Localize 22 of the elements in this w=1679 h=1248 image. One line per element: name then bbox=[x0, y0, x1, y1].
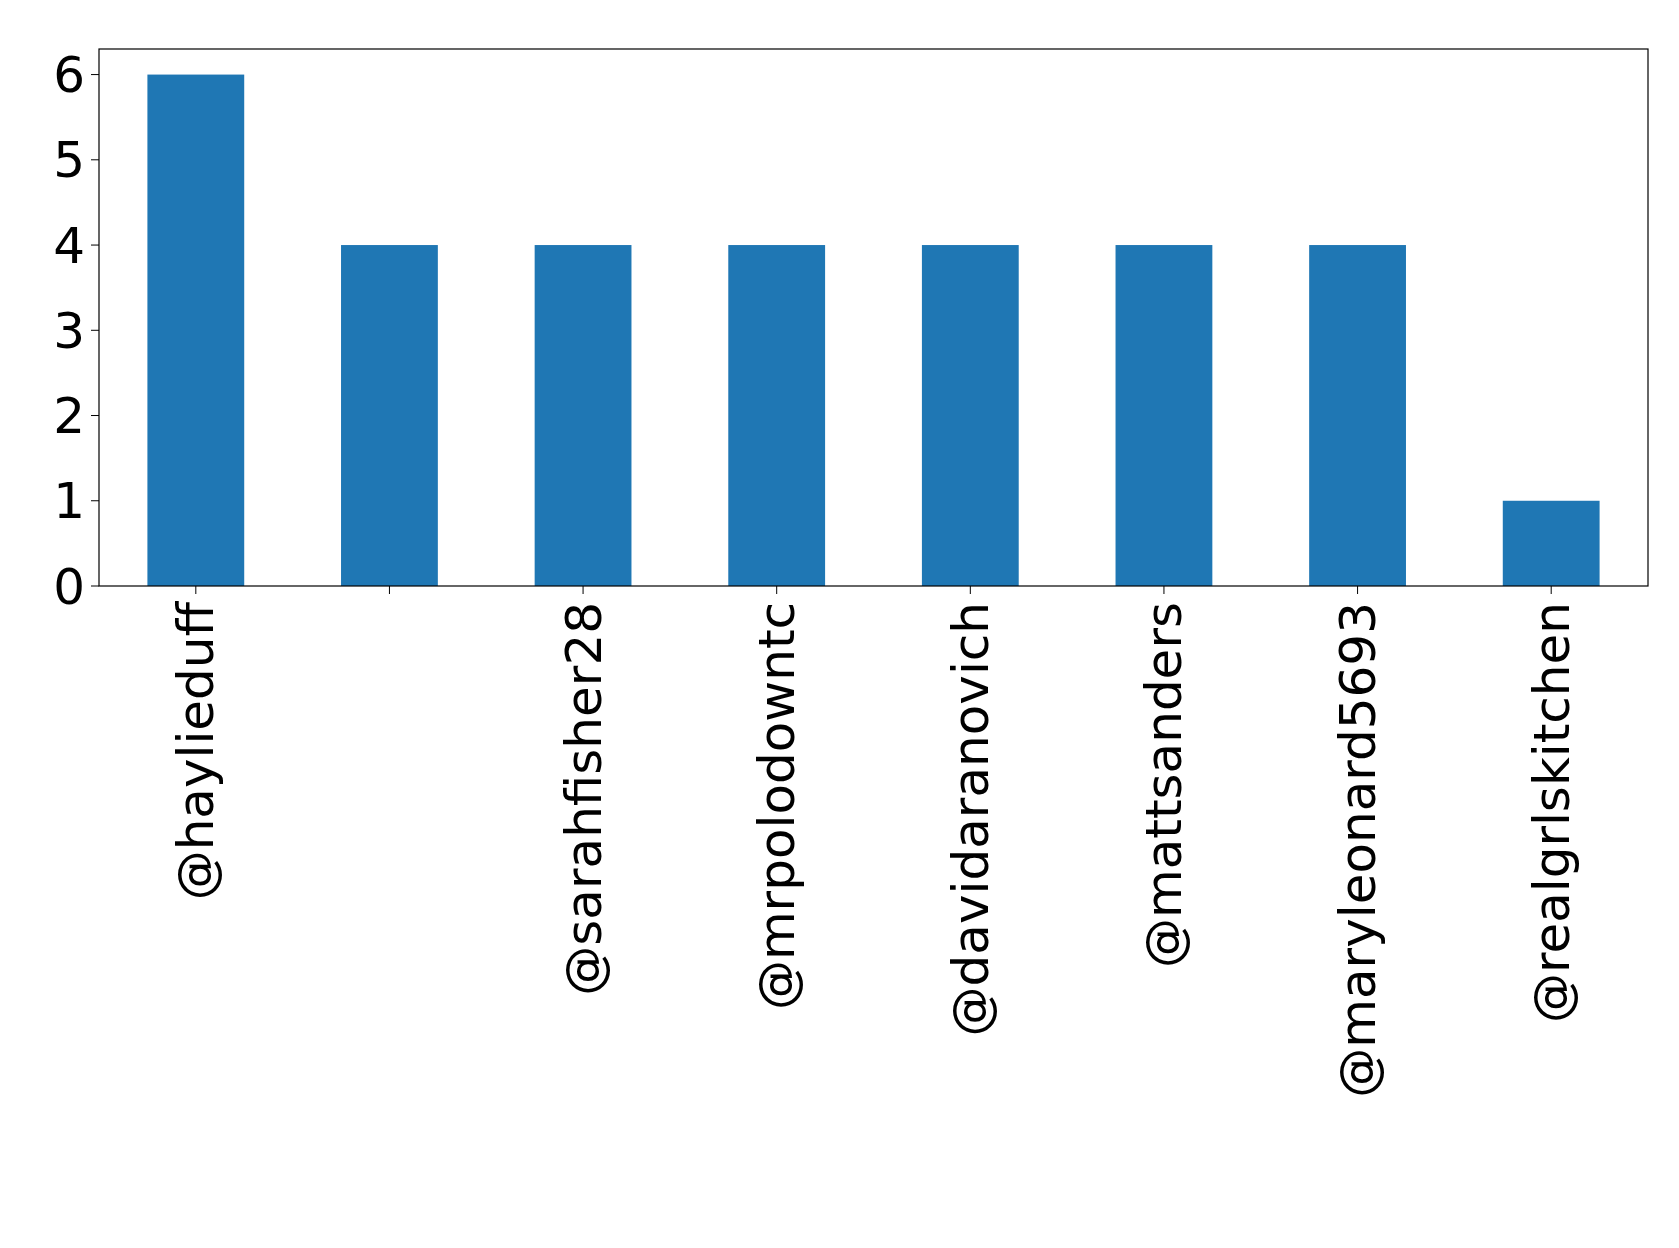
y-tick-label: 2 bbox=[53, 387, 85, 446]
bar bbox=[341, 245, 438, 586]
x-tick-label: @realgrlskitchen bbox=[1522, 602, 1581, 1024]
y-tick-label: 3 bbox=[53, 301, 85, 360]
x-tick-label: @mrpolodowntc bbox=[748, 602, 807, 1011]
x-tick-label: @mattsanders bbox=[1135, 602, 1194, 969]
y-tick-label: 1 bbox=[53, 472, 85, 531]
bar bbox=[534, 245, 632, 586]
bar bbox=[1502, 500, 1600, 586]
y-tick-label: 6 bbox=[53, 46, 85, 105]
y-tick-label: 0 bbox=[53, 557, 85, 616]
x-tick-label: @sarahfisher28 bbox=[554, 602, 613, 996]
bar bbox=[1115, 245, 1213, 586]
bar bbox=[921, 245, 1019, 586]
bar bbox=[728, 245, 826, 586]
bar bbox=[147, 74, 245, 586]
y-tick-label: 4 bbox=[53, 216, 85, 275]
bar bbox=[1309, 245, 1406, 586]
x-tick-label: @haylieduff bbox=[167, 600, 226, 901]
x-tick-label: @maryleonard5693 bbox=[1329, 602, 1388, 1098]
y-tick-label: 5 bbox=[53, 131, 85, 190]
x-tick-label: @davidaranovich bbox=[941, 602, 1000, 1037]
